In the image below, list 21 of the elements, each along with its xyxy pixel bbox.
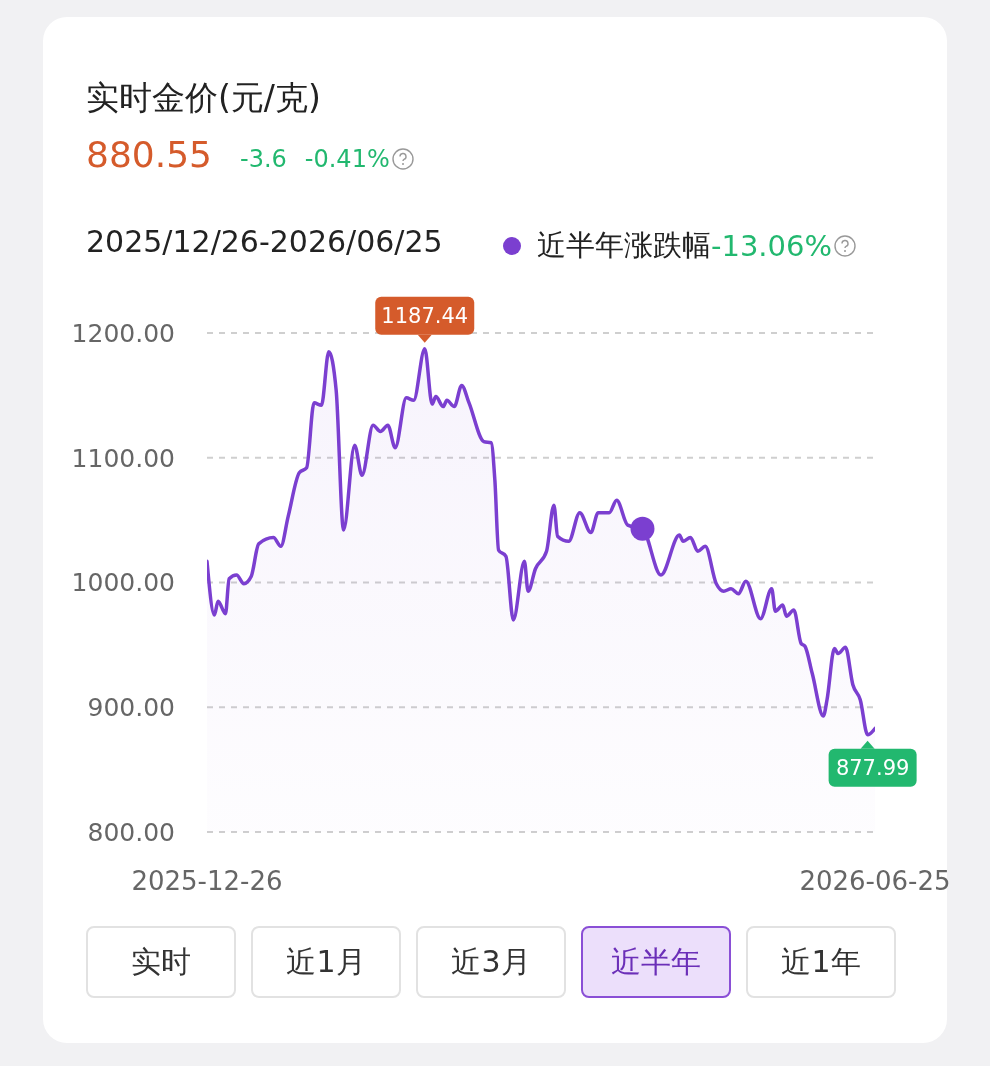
text: 近1月 <box>251 926 401 998</box>
annotation: 1187.44 <box>381 303 469 328</box>
chart-title: 实时金价(元/克) <box>86 77 321 119</box>
text: 880.55 <box>86 134 212 175</box>
y-tick-label: 900.00 <box>87 693 175 723</box>
x-tick-label: 2025-12-26 <box>131 866 283 897</box>
text: 实时 <box>86 926 236 998</box>
text: -3.6 <box>239 145 287 173</box>
text: 近3月 <box>416 926 566 998</box>
text: 近1年 <box>746 926 896 998</box>
text: -13.06% <box>711 229 833 263</box>
annotation: 877.99 <box>835 755 910 780</box>
text: 近半年 <box>581 926 731 998</box>
y-tick-label: 1200.00 <box>71 318 175 348</box>
y-tick-label: 1100.00 <box>71 443 175 473</box>
legend-label: 近半年涨跌幅 <box>537 227 711 264</box>
text: -0.41% <box>304 145 391 173</box>
x-tick-label: 2026-06-25 <box>799 866 951 897</box>
text: 2025/12/26-2026/06/25 <box>86 224 443 259</box>
y-tick-label: 1000.00 <box>71 568 175 598</box>
y-tick-label: 800.00 <box>87 817 175 847</box>
